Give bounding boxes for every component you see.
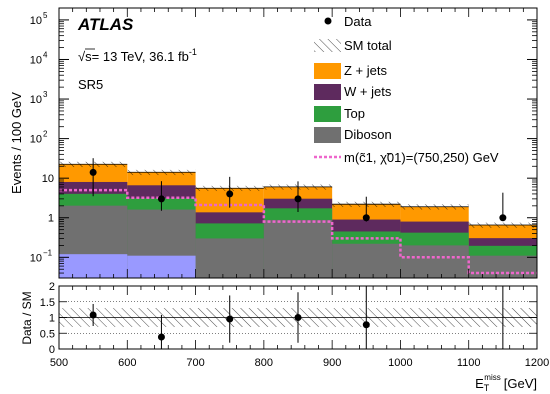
legend-item-top: Top xyxy=(314,106,365,122)
bar-diboson-bin-5 xyxy=(400,245,469,278)
lumi-exponent: -1 xyxy=(189,47,197,57)
y-tick-exp-5: 4 xyxy=(43,50,48,59)
y-tick-label-0: 10 xyxy=(30,252,42,264)
x-tick-label-900: 900 xyxy=(323,357,341,369)
legend-label-zjets: Z + jets xyxy=(344,63,387,78)
legend-swatch-zjets xyxy=(314,63,341,79)
ratio-point-3 xyxy=(294,314,302,321)
x-label-unit: [GeV] xyxy=(504,376,537,391)
legend-label-top: Top xyxy=(344,106,365,121)
legend: Data SM total Z + jets W + jets Top Dibo… xyxy=(314,14,499,165)
x-tick-label-1000: 1000 xyxy=(388,357,412,369)
legend-label-diboson: Diboson xyxy=(344,127,392,142)
signal-line xyxy=(59,188,537,275)
ratio-point-4 xyxy=(362,321,370,329)
bar-diboson-bin-3 xyxy=(263,219,333,278)
x-tick-label-1200: 1200 xyxy=(525,357,549,369)
y-tick-exp-6: 5 xyxy=(43,11,48,20)
ratio-y-axis: 0 0.5 1 1.5 2 xyxy=(40,281,537,356)
ratio-x-axis: 500 600 700 800 900 1000 1100 1200 xyxy=(50,286,549,369)
ratio-y-tick-label-4: 2 xyxy=(49,281,55,293)
ratio-point-1 xyxy=(157,333,165,341)
energy-lumi-label: √s= 13 TeV, 36.1 fb-1 xyxy=(78,47,197,64)
y-tick-label-5: 10 xyxy=(30,54,42,66)
main-x-ticks xyxy=(58,8,538,278)
ratio-y-label: Data / SM xyxy=(20,291,34,344)
x-label-sub: T xyxy=(484,383,490,393)
sqrt-s: √s xyxy=(78,49,92,64)
ratio-point-0 xyxy=(89,311,97,319)
legend-marker-data xyxy=(324,17,332,25)
y-tick-label-2: 10 xyxy=(42,173,54,185)
y-tick-label-1: 1 xyxy=(48,213,54,225)
energy-text: = 13 TeV, 36.1 fb xyxy=(92,49,189,64)
x-tick-label-1100: 1100 xyxy=(457,357,481,369)
legend-item-data: Data xyxy=(324,14,372,29)
legend-swatch-diboson xyxy=(314,127,341,143)
data-point-0 xyxy=(89,168,97,176)
bar-diboson-bin-6 xyxy=(468,255,537,278)
data-point-6 xyxy=(499,214,507,222)
y-tick-exp-4: 3 xyxy=(43,90,48,99)
bar-diboson-bin-4 xyxy=(332,243,401,278)
ratio-point-2 xyxy=(226,315,234,323)
legend-swatch-wjets xyxy=(314,84,341,100)
legend-swatch-top xyxy=(314,106,341,122)
y-tick-exp-0: −1 xyxy=(43,248,53,257)
x-label-sup: miss xyxy=(484,373,500,382)
y-tick-label-6: 10 xyxy=(30,15,42,27)
legend-swatch-sm-total xyxy=(314,39,341,52)
x-tick-label-800: 800 xyxy=(255,357,273,369)
legend-item-diboson: Diboson xyxy=(314,127,392,143)
x-tick-label-600: 600 xyxy=(118,357,136,369)
legend-item-sm-total: SM total xyxy=(314,38,392,53)
atlas-label: ATLAS xyxy=(77,15,134,34)
ratio-y-tick-label-0: 0 xyxy=(49,344,55,356)
y-tick-label-3: 10 xyxy=(30,134,42,146)
data-point-4 xyxy=(362,214,370,222)
main-plot-area xyxy=(59,158,537,278)
legend-label-signal: m(c̃1, χ̃01)=(750,250) GeV xyxy=(344,150,499,165)
ratio-y-tick-label-1: 0.5 xyxy=(40,328,55,340)
ratio-y-tick-label-2: 1 xyxy=(49,313,55,325)
ratio-y-tick-label-3: 1.5 xyxy=(40,297,55,309)
y-tick-exp-3: 2 xyxy=(43,130,48,139)
main-frame xyxy=(58,7,538,279)
legend-item-zjets: Z + jets xyxy=(314,63,387,79)
ratio-panel: 0 0.5 1 1.5 2 500 600 700 800 900 1000 1100 1200 Da… xyxy=(20,281,549,393)
legend-item-wjets: W + jets xyxy=(314,84,392,100)
data-point-1 xyxy=(157,195,165,203)
x-label-e: E xyxy=(475,376,484,391)
x-tick-label-500: 500 xyxy=(50,357,68,369)
bar-low-bkg-bin-1 xyxy=(127,255,196,278)
region-label: SR5 xyxy=(78,77,103,92)
x-tick-label-700: 700 xyxy=(186,357,204,369)
y-tick-label-4: 10 xyxy=(30,94,42,106)
legend-item-signal: m(c̃1, χ̃01)=(750,250) GeV xyxy=(314,150,499,165)
y-axis-label: Events / 100 GeV xyxy=(9,92,24,194)
bar-low-bkg-bin-0 xyxy=(59,254,128,278)
data-point-3 xyxy=(294,195,302,203)
legend-label-sm-total: SM total xyxy=(344,38,392,53)
legend-label-wjets: W + jets xyxy=(344,84,392,99)
bar-diboson-bin-2 xyxy=(195,238,264,278)
data-point-2 xyxy=(226,190,234,198)
legend-label-data: Data xyxy=(344,14,372,29)
ratio-plot-area xyxy=(59,286,537,349)
x-axis-label: ETmiss [GeV] xyxy=(475,373,537,393)
